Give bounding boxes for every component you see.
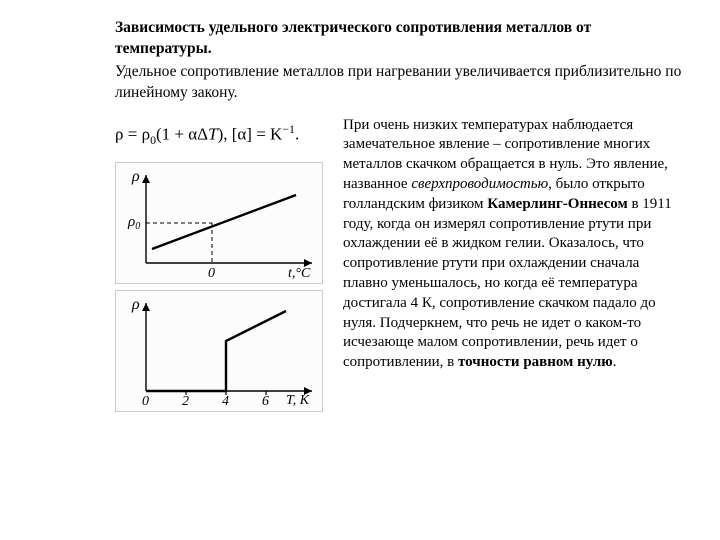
svg-text:2: 2: [182, 394, 189, 409]
svg-text:T, K: T, K: [286, 393, 310, 408]
svg-text:t,°C: t,°C: [288, 266, 311, 281]
right-column: При очень низких температурах наблюдаетс…: [343, 116, 684, 373]
page: Зависимость удельного электрического соп…: [0, 0, 720, 430]
page-title: Зависимость удельного электрического соп…: [115, 18, 684, 60]
intro-text: Удельное сопротивление металлов при нагр…: [115, 62, 684, 104]
formula: ρ = ρ0(1 + αΔT), [α] = K−1.: [115, 122, 325, 148]
two-column-layout: ρ = ρ0(1 + αΔT), [α] = K−1. ρ ρ 0 0 t,°C: [115, 116, 684, 412]
term-superconductivity: сверхпроводимостью: [411, 176, 548, 192]
body-text-d: .: [613, 354, 617, 370]
scientist-name: Камерлинг-Оннесом: [487, 196, 627, 212]
svg-text:0: 0: [208, 266, 215, 281]
left-column: ρ = ρ0(1 + αΔT), [α] = K−1. ρ ρ 0 0 t,°C: [115, 116, 325, 412]
graph-bottom: ρ 0 2 4 6 T, K: [115, 290, 323, 412]
svg-text:ρ: ρ: [131, 168, 140, 185]
svg-text:0: 0: [142, 394, 149, 409]
body-text-c: в 1911 году, когда он измерял сопротивле…: [343, 196, 672, 370]
svg-text:ρ: ρ: [131, 296, 140, 313]
svg-text:4: 4: [222, 394, 229, 409]
graph-top: ρ ρ0 0 t,°C: [115, 162, 323, 284]
svg-text:6: 6: [262, 394, 269, 409]
emphasis-zero: точности равном нулю: [458, 354, 613, 370]
